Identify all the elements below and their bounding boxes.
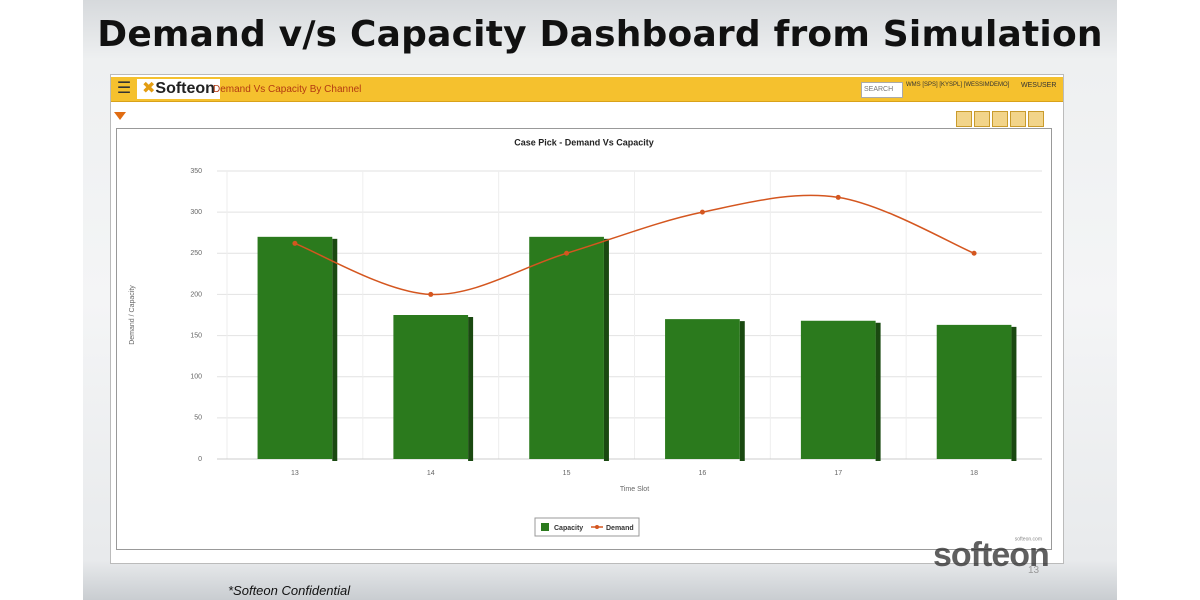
y-tick-label: 300 (190, 209, 202, 216)
context-info: WMS [SPS] [KYSPL] [WESSIMDEMO] (906, 82, 1010, 88)
x-axis-label: Time Slot (620, 486, 649, 493)
x-tick-label: 18 (970, 470, 978, 477)
bar-side (603, 238, 609, 461)
menu-button[interactable]: ☰ (116, 80, 132, 97)
chart: Case Pick - Demand Vs Capacity 0 50 100 150 2… (129, 137, 1042, 542)
bar-side (875, 322, 881, 461)
app-window: ☰ ✖Softeon Demand Vs Capacity By Channel… (110, 74, 1064, 564)
page-name: Demand Vs Capacity By Channel (213, 84, 362, 95)
x-tick-label: 15 (563, 470, 571, 477)
line-point (428, 291, 434, 297)
chart-icon[interactable] (1028, 111, 1044, 127)
slide: Demand v/s Capacity Dashboard from Simul… (83, 0, 1117, 600)
logo[interactable]: ✖Softeon (137, 79, 220, 99)
legend: Capacity Demand (534, 517, 640, 537)
bar-side (739, 321, 745, 461)
chart-panel: Case Pick - Demand Vs Capacity 0 50 100 150 2… (116, 128, 1052, 550)
y-tick-label: 250 (190, 250, 202, 257)
legend-box (534, 517, 640, 537)
x-tick-label: 14 (427, 470, 435, 477)
legend-swatch (541, 523, 549, 531)
search-box[interactable]: SEARCH (861, 82, 903, 98)
user-menu[interactable]: WESUSER (1021, 82, 1057, 89)
chart-icon[interactable] (956, 111, 972, 127)
y-tick-label: 150 (190, 332, 202, 339)
logo-text: Softeon (155, 80, 215, 97)
filter-icon[interactable] (114, 112, 126, 120)
x-tick-label: 17 (834, 470, 842, 477)
line-point (292, 240, 298, 246)
y-tick-label: 350 (190, 168, 202, 175)
x-tick-label: 13 (291, 470, 299, 477)
legend-swatch-dot (595, 525, 599, 529)
line-point (699, 209, 705, 215)
bar (800, 320, 876, 459)
line (294, 194, 975, 296)
bar (529, 236, 604, 459)
bar-side (468, 317, 474, 461)
credit: softeon.com (1015, 536, 1042, 542)
y-tick-label: 200 (190, 291, 202, 298)
bar-side (1011, 326, 1017, 461)
line-point (835, 194, 841, 200)
bar (665, 319, 740, 459)
y-axis-label: Demand / Capacity (129, 285, 136, 345)
brand-logo: softeon (933, 536, 1050, 574)
x-tick-label: 16 (699, 470, 707, 477)
chart-title: Case Pick - Demand Vs Capacity (514, 137, 654, 147)
bar (936, 324, 1012, 459)
y-tick-label: 100 (190, 374, 202, 381)
chart-icon[interactable] (1010, 111, 1026, 127)
y-tick-label: 50 (194, 415, 202, 422)
legend-label: Capacity (554, 525, 583, 532)
chart-icon[interactable] (992, 111, 1008, 127)
bar (393, 315, 469, 459)
page-number: 13 (1028, 565, 1040, 576)
chart-icon[interactable] (974, 111, 990, 127)
app-bar: ☰ ✖Softeon Demand Vs Capacity By Channel… (111, 77, 1063, 102)
slide-title: Demand v/s Capacity Dashboard from Simul… (97, 14, 1103, 55)
line-point (564, 250, 570, 256)
y-tick-label: 0 (198, 456, 202, 463)
bar-side (332, 238, 338, 461)
legend-label: Demand (606, 525, 634, 532)
bar (257, 236, 333, 459)
line-point (971, 250, 977, 256)
footer: *Softeon Confidential (228, 583, 351, 598)
